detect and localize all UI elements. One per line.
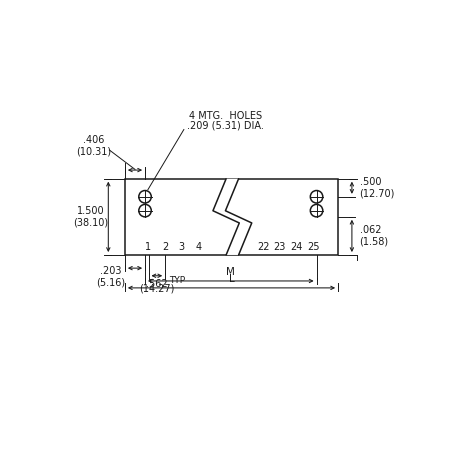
Text: .500
(12.70): .500 (12.70) (360, 177, 395, 198)
Text: .209 (5.31) DIA.: .209 (5.31) DIA. (187, 120, 264, 130)
Text: (14.27): (14.27) (139, 284, 175, 293)
Bar (125, 179, 338, 255)
Text: 24: 24 (290, 242, 303, 252)
Text: .562: .562 (146, 279, 168, 289)
Text: 1: 1 (145, 242, 152, 252)
Text: L: L (229, 274, 234, 284)
Text: 1.500
(38.10): 1.500 (38.10) (73, 206, 108, 228)
Text: 4: 4 (195, 242, 202, 252)
Text: .062
(1.58): .062 (1.58) (360, 225, 389, 247)
Text: 2: 2 (162, 242, 168, 252)
Text: 22: 22 (257, 242, 270, 252)
Text: M: M (226, 267, 235, 278)
Polygon shape (213, 179, 252, 255)
Text: 23: 23 (274, 242, 286, 252)
Text: TYP: TYP (169, 276, 185, 285)
Text: 3: 3 (179, 242, 185, 252)
Text: .406
(10.31): .406 (10.31) (76, 135, 111, 157)
Text: 4 MTG.  HOLES: 4 MTG. HOLES (189, 111, 262, 121)
Text: 25: 25 (307, 242, 320, 252)
Text: .203
(5.16): .203 (5.16) (96, 266, 126, 288)
